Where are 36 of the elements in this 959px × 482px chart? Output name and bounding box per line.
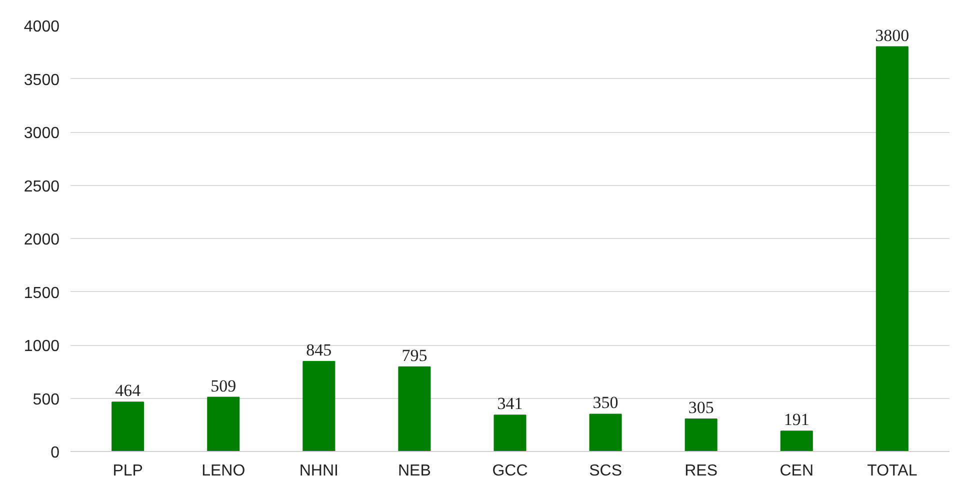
x-tick-label: NEB [398,462,431,480]
data-label: 464 [115,381,142,400]
x-tick-label: LENO [202,462,246,480]
x-tick-label: PLP [112,462,143,480]
bar [684,418,718,452]
data-label: 3800 [875,26,910,45]
bar [302,361,336,452]
bar [780,430,813,452]
y-tick-label: 1500 [24,284,60,302]
data-label: 845 [306,340,332,360]
x-tick-label: GCC [492,462,528,480]
data-label: 341 [497,394,523,414]
y-tick-label: 2000 [24,232,60,248]
x-tick-label: RES [684,462,718,480]
bar [207,396,240,452]
y-tick-label: 1000 [24,338,60,355]
bar [398,366,431,452]
data-label: 509 [210,376,236,396]
x-tick-label: CEN [780,462,814,480]
y-tick-label: 4000 [24,18,60,36]
y-tick-label: 3500 [24,72,60,89]
data-label: 305 [688,398,714,418]
bar [494,414,526,452]
bar [112,402,144,452]
bar [876,46,908,452]
y-tick-label: 500 [32,391,60,408]
data-label: 795 [402,346,428,365]
y-tick-label: 2500 [24,178,60,196]
data-label: 191 [784,410,810,430]
data-label: 350 [592,393,618,412]
bar [589,414,622,452]
y-tick-label: 3000 [24,125,60,142]
x-tick-label: NHNI [299,462,338,480]
x-tick-label: SCS [589,462,622,480]
x-tick-label: TOTAL [867,462,918,480]
y-tick-label: 0 [50,444,60,462]
